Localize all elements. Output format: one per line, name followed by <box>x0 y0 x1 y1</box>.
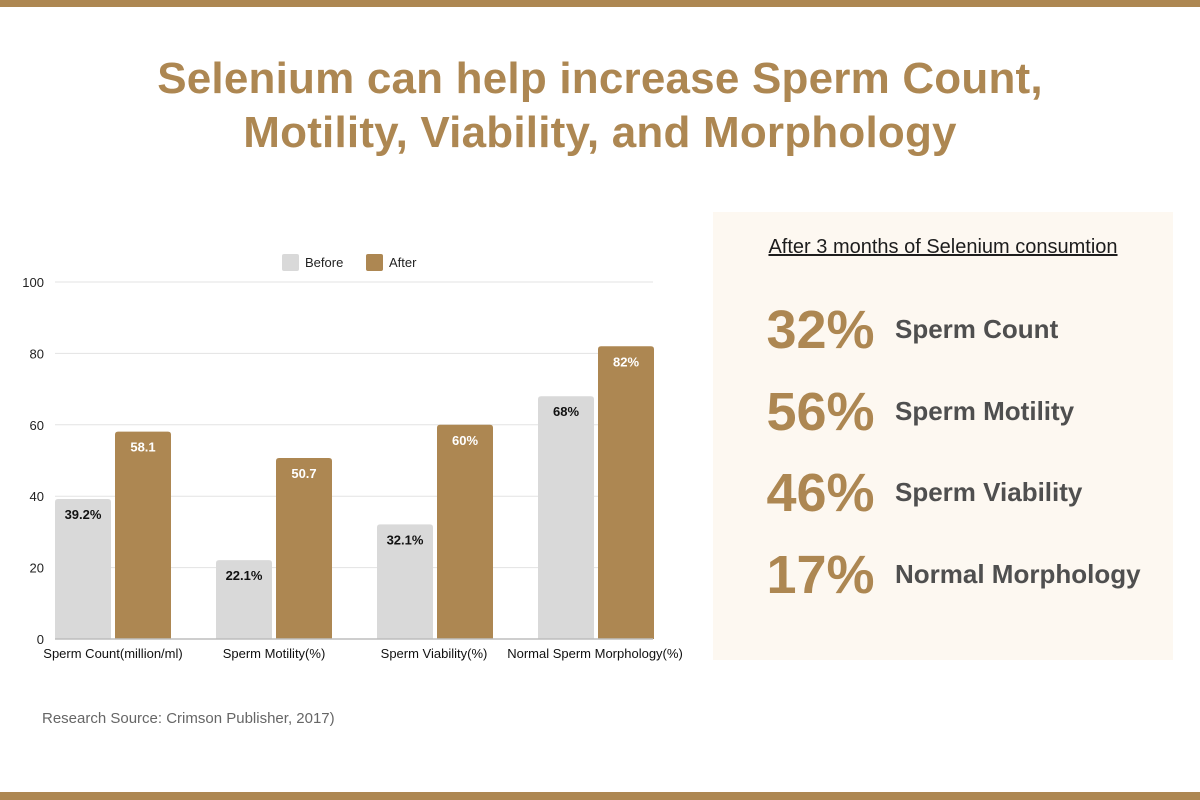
top-border <box>0 0 1200 7</box>
bar-before <box>538 396 594 639</box>
y-tick-label: 0 <box>37 632 44 647</box>
bar-after <box>276 458 332 639</box>
x-tick-label: Sperm Viability(%) <box>381 646 488 661</box>
data-label: 39.2% <box>65 507 102 522</box>
stat-value: 32% <box>766 300 875 360</box>
y-tick-label: 60 <box>30 418 44 433</box>
stat-value: 56% <box>766 382 875 442</box>
y-tick-label: 40 <box>30 489 44 504</box>
data-label: 58.1 <box>130 440 155 455</box>
legend-swatch-before <box>282 254 299 271</box>
stat-sperm-motility: 56% Sperm Motility <box>713 380 1173 450</box>
bar-before <box>55 499 111 639</box>
y-tick-label: 100 <box>22 275 44 290</box>
bar-after <box>437 424 493 639</box>
page-title: Selenium can help increase Sperm Count, … <box>0 52 1200 160</box>
data-label: 32.1% <box>387 532 424 547</box>
x-tick-label: Sperm Count(million/ml) <box>43 646 182 661</box>
research-source: Research Source: Crimson Publisher, 2017… <box>42 710 335 727</box>
legend-swatch-after <box>366 254 383 271</box>
y-tick-label: 20 <box>30 561 44 576</box>
summary-panel: After 3 months of Selenium consumtion 32… <box>713 212 1173 660</box>
data-label: 60% <box>452 433 478 448</box>
stat-sperm-count: 32% Sperm Count <box>713 298 1173 368</box>
stat-sperm-viability: 46% Sperm Viability <box>713 461 1173 531</box>
title-line-1: Selenium can help increase Sperm Count, <box>157 54 1043 103</box>
x-tick-label: Sperm Motility(%) <box>223 646 326 661</box>
bar-chart: 0 20 40 60 80 100 39.2% 58.1 22.1% 50.7 32.1% 60% 68… <box>22 254 683 661</box>
stat-label: Normal Morphology <box>895 559 1141 589</box>
x-tick-label: Normal Sperm Morphology(%) <box>507 646 683 661</box>
stat-value: 17% <box>766 545 875 605</box>
stat-value: 46% <box>766 463 875 523</box>
stat-label: Sperm Count <box>895 314 1059 344</box>
bar-after <box>115 431 171 639</box>
y-tick-label: 80 <box>30 346 44 361</box>
bar-before <box>216 560 272 639</box>
legend-label-after: After <box>389 255 417 270</box>
panel-heading: After 3 months of Selenium consumtion <box>768 236 1118 258</box>
bottom-border <box>0 792 1200 800</box>
bar-after <box>598 346 654 639</box>
data-label: 22.1% <box>226 568 263 583</box>
data-label: 68% <box>553 404 579 419</box>
stat-label: Sperm Viability <box>895 477 1083 507</box>
stat-normal-morphology: 17% Normal Morphology <box>713 543 1173 613</box>
data-label: 82% <box>613 354 639 369</box>
legend-label-before: Before <box>305 255 343 270</box>
title-line-2: Motility, Viability, and Morphology <box>243 108 957 157</box>
stat-label: Sperm Motility <box>895 396 1075 426</box>
bar-before <box>377 524 433 639</box>
data-label: 50.7 <box>291 466 316 481</box>
